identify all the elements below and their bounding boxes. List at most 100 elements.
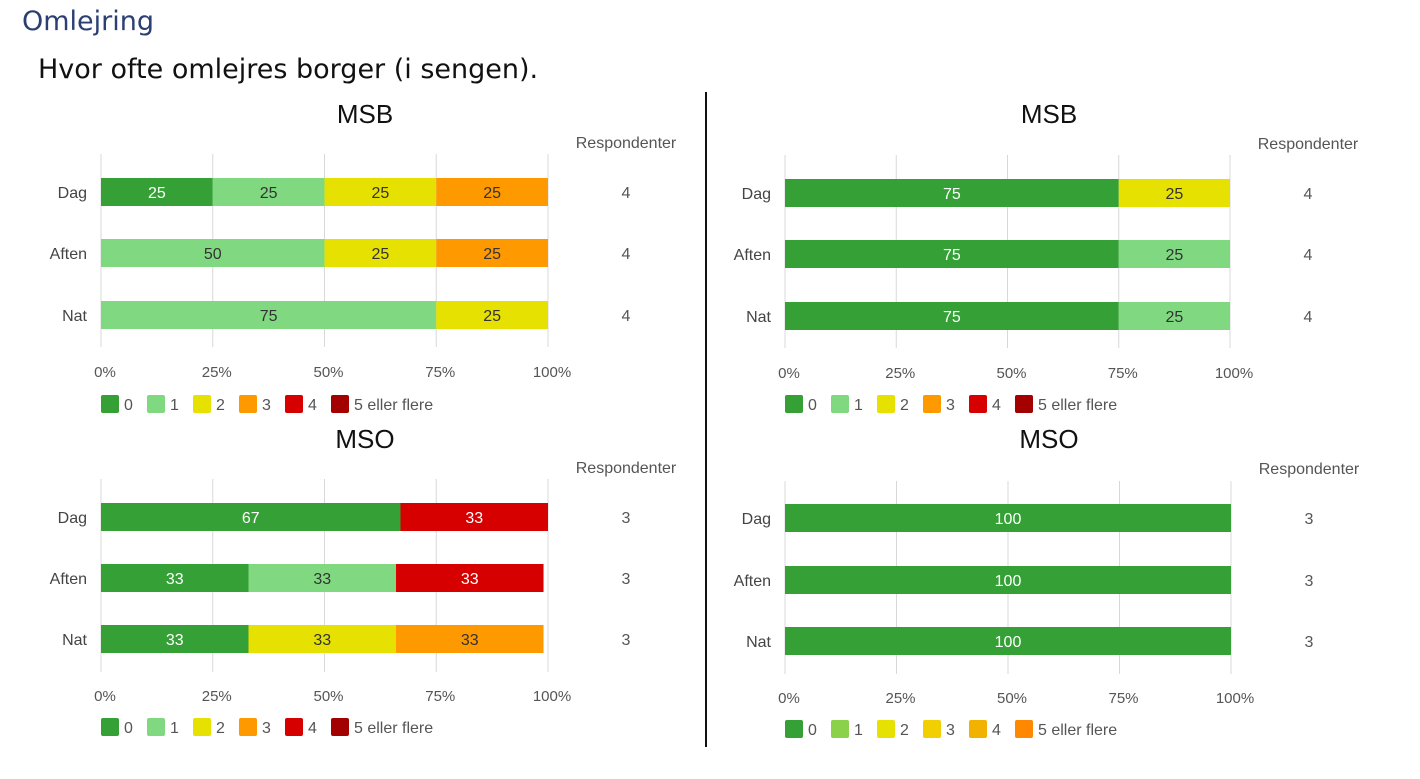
bar-segment (396, 625, 544, 653)
bar-segment (212, 178, 325, 206)
legend-swatch (285, 718, 303, 736)
data-label: 75 (943, 186, 961, 203)
data-label: 25 (1165, 247, 1183, 264)
legend-label: 1 (170, 397, 179, 414)
page-title: Omlejring (22, 6, 155, 37)
category-label: Dag (742, 186, 771, 203)
legend-swatch (969, 720, 987, 738)
category-label: Aften (734, 247, 771, 264)
x-tick-label: 25% (202, 364, 232, 381)
x-tick-label: 50% (997, 690, 1027, 707)
respondents-header: Respondenter (1259, 461, 1360, 478)
bar-segment (436, 178, 548, 206)
legend-swatch (785, 720, 803, 738)
bar-segment (248, 564, 397, 592)
bar-segment (436, 301, 548, 329)
x-tick-label: 25% (885, 365, 915, 382)
category-label: Aften (734, 573, 771, 590)
bar-segment (101, 564, 249, 592)
legend-label: 4 (308, 397, 317, 414)
category-label: Dag (742, 511, 771, 528)
chart-title: MSO (1019, 424, 1078, 454)
data-label: 25 (483, 246, 501, 263)
chart-title: MSO (335, 424, 394, 454)
data-label: 100 (995, 634, 1022, 651)
data-label: 75 (260, 308, 278, 325)
legend-swatch (831, 395, 849, 413)
category-label: Nat (746, 634, 771, 651)
bar-segment (785, 302, 1119, 330)
bar-segment (1118, 240, 1230, 268)
legend-label: 5 eller flere (1038, 397, 1117, 414)
legend-swatch (285, 395, 303, 413)
category-label: Dag (58, 185, 87, 202)
legend-label: 4 (992, 722, 1001, 739)
x-tick-label: 75% (425, 688, 455, 705)
respondent-count: 4 (1304, 186, 1313, 203)
bar-segment (248, 625, 397, 653)
bar-segment (785, 504, 1231, 532)
data-label: 75 (943, 309, 961, 326)
legend-label: 0 (124, 720, 133, 737)
data-label: 33 (465, 510, 483, 527)
bar-segment (324, 239, 437, 267)
respondent-count: 3 (622, 571, 631, 588)
data-label: 33 (313, 571, 331, 588)
category-label: Aften (50, 246, 87, 263)
x-tick-label: 50% (996, 365, 1026, 382)
category-label: Nat (62, 308, 87, 325)
category-label: Nat (746, 309, 771, 326)
legend-label: 2 (900, 397, 909, 414)
x-tick-label: 0% (778, 365, 800, 382)
category-label: Aften (50, 571, 87, 588)
legend-swatch (1015, 395, 1033, 413)
data-label: 33 (166, 632, 184, 649)
legend-label: 1 (854, 722, 863, 739)
data-label: 25 (148, 185, 166, 202)
x-tick-label: 25% (202, 688, 232, 705)
respondent-count: 3 (622, 510, 631, 527)
legend-swatch (101, 718, 119, 736)
legend-label: 1 (854, 397, 863, 414)
legend-swatch (147, 395, 165, 413)
respondent-count: 3 (622, 632, 631, 649)
legend-label: 4 (992, 397, 1001, 414)
x-tick-label: 50% (313, 688, 343, 705)
legend-swatch (331, 395, 349, 413)
respondent-count: 3 (1305, 573, 1314, 590)
legend-label: 2 (216, 720, 225, 737)
legend-label: 3 (262, 397, 271, 414)
chart-title: MSB (1021, 99, 1077, 129)
bar-segment (396, 564, 544, 592)
x-tick-label: 75% (425, 364, 455, 381)
respondents-header: Respondenter (576, 460, 677, 477)
legend-label: 0 (124, 397, 133, 414)
legend-swatch (1015, 720, 1033, 738)
respondent-count: 4 (622, 185, 631, 202)
data-label: 75 (943, 247, 961, 264)
data-label: 25 (1165, 186, 1183, 203)
legend-swatch (785, 395, 803, 413)
bar-segment (1118, 179, 1230, 207)
legend-swatch (969, 395, 987, 413)
data-label: 33 (461, 632, 479, 649)
x-tick-label: 100% (533, 688, 571, 705)
bar-segment (101, 625, 249, 653)
legend-label: 4 (308, 720, 317, 737)
legend-swatch (101, 395, 119, 413)
panel-divider (705, 92, 707, 747)
legend-swatch (877, 720, 895, 738)
respondent-count: 4 (1304, 247, 1313, 264)
x-tick-label: 100% (1216, 690, 1254, 707)
data-label: 33 (166, 571, 184, 588)
legend-label: 3 (946, 397, 955, 414)
x-tick-label: 100% (533, 364, 571, 381)
respondent-count: 4 (622, 308, 631, 325)
category-label: Dag (58, 510, 87, 527)
legend-label: 0 (808, 397, 817, 414)
data-label: 25 (260, 185, 278, 202)
bar-segment (101, 503, 401, 531)
legend-swatch (193, 718, 211, 736)
data-label: 25 (483, 185, 501, 202)
x-tick-label: 50% (313, 364, 343, 381)
